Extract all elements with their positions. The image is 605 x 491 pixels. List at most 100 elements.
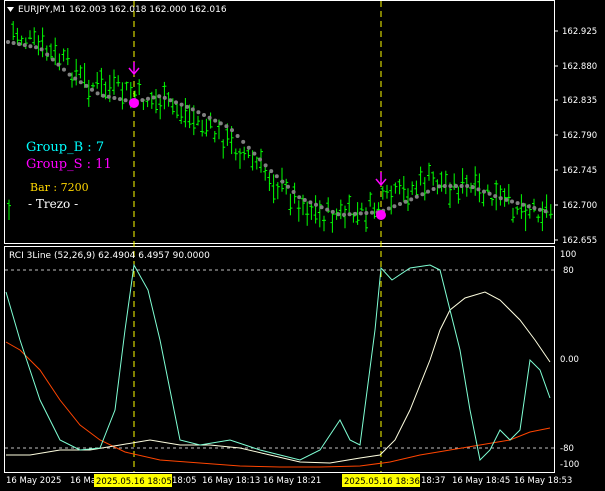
ma-dot bbox=[73, 76, 78, 81]
rci-fast-line bbox=[5, 263, 551, 462]
level-label-100: 100 bbox=[560, 250, 576, 260]
price-label: 162.745 bbox=[562, 166, 597, 176]
ma-dot bbox=[39, 47, 44, 52]
down-arrow-signal-icon bbox=[128, 62, 140, 76]
ma-dot bbox=[325, 207, 330, 212]
ma-dot bbox=[95, 91, 100, 96]
ma-dot bbox=[532, 206, 537, 210]
ma-dot bbox=[17, 42, 22, 47]
sell-signal-dot bbox=[376, 210, 386, 220]
group-s-label: Group_S : 11 bbox=[26, 157, 112, 172]
ma-dot bbox=[168, 98, 173, 103]
ma-dot bbox=[364, 211, 369, 215]
moving-average-dots bbox=[6, 40, 548, 217]
ma-dot bbox=[90, 87, 94, 92]
price-label: 162.835 bbox=[562, 96, 597, 106]
ma-dot bbox=[224, 124, 229, 129]
ma-dot bbox=[493, 194, 498, 199]
ma-dot bbox=[207, 115, 212, 120]
time-highlight-label-1: 2025.05.16 18:05 bbox=[96, 477, 172, 487]
ma-dot bbox=[308, 200, 313, 205]
time-highlight-box-1 bbox=[94, 474, 172, 487]
ma-dot bbox=[45, 52, 50, 57]
ma-dot bbox=[62, 67, 66, 72]
ma-dot bbox=[347, 212, 352, 217]
ma-dot bbox=[431, 187, 436, 191]
price-label: 162.880 bbox=[562, 62, 597, 72]
ma-dot bbox=[409, 197, 414, 202]
ma-dot bbox=[11, 41, 16, 45]
ma-dot bbox=[465, 184, 470, 188]
ma-dot bbox=[543, 209, 548, 214]
ma-dot bbox=[274, 174, 279, 179]
ma-dot bbox=[297, 195, 302, 200]
main-panel-frame bbox=[4, 0, 555, 244]
ma-dot bbox=[146, 96, 150, 101]
ma-dot bbox=[403, 199, 408, 204]
level-label-80: 80 bbox=[563, 266, 574, 276]
sell-signal-dot bbox=[129, 98, 139, 108]
time-label: 18:05 bbox=[172, 476, 197, 486]
ma-dot bbox=[515, 201, 520, 206]
ma-dot bbox=[269, 169, 274, 174]
time-label: 16 Ma bbox=[70, 476, 96, 486]
dropdown-triangle-icon[interactable] bbox=[7, 7, 14, 12]
time-label: 16 May 18:21 bbox=[263, 476, 321, 486]
ma-dot bbox=[123, 98, 128, 103]
ma-dot bbox=[498, 196, 503, 201]
ma-dot bbox=[246, 145, 251, 150]
ma-dot bbox=[190, 107, 195, 112]
ma-dot bbox=[230, 128, 234, 133]
ma-dot bbox=[319, 205, 324, 210]
ma-dot bbox=[526, 204, 531, 209]
indicator-panel-frame bbox=[4, 246, 555, 473]
ma-dot bbox=[174, 100, 178, 105]
indicator-header: RCI 3Line (52,26,9) 62.4904 6.4957 90.00… bbox=[9, 251, 210, 261]
ma-dot bbox=[420, 192, 425, 197]
bar-count-label: Bar : 7200 bbox=[30, 181, 89, 194]
price-label: 162.655 bbox=[562, 236, 597, 246]
price-label: 162.700 bbox=[562, 201, 597, 211]
level-label-0: 0.00 bbox=[560, 355, 579, 365]
ma-dot bbox=[342, 212, 346, 217]
ma-dot bbox=[157, 94, 162, 99]
ma-dot bbox=[414, 194, 419, 199]
ma-dot bbox=[504, 197, 509, 202]
ma-dot bbox=[291, 190, 296, 194]
ma-dot bbox=[22, 43, 27, 48]
ma-dot bbox=[6, 40, 10, 44]
ma-dot bbox=[521, 202, 526, 207]
ma-dot bbox=[213, 118, 218, 123]
ma-dot bbox=[470, 185, 475, 190]
level-label-minus-100: -100 bbox=[560, 460, 579, 470]
ma-dot bbox=[185, 104, 190, 109]
group-b-label: Group_B : 7 bbox=[26, 140, 104, 155]
ma-dot bbox=[140, 98, 145, 103]
ma-dot bbox=[398, 202, 402, 206]
ma-dot bbox=[330, 209, 335, 214]
ma-dot bbox=[235, 134, 240, 138]
ma-dot bbox=[487, 191, 492, 196]
ma-dot bbox=[442, 184, 447, 188]
ma-dot bbox=[353, 211, 358, 216]
rci-slow-line bbox=[5, 341, 551, 468]
ma-dot bbox=[28, 44, 33, 49]
ma-dot bbox=[358, 211, 363, 216]
ma-dot bbox=[454, 184, 458, 188]
price-label: 162.790 bbox=[562, 131, 597, 141]
ma-dot bbox=[392, 204, 397, 209]
price-axis: 162.925 162.880 162.835 162.790 162.745 162.7… bbox=[554, 27, 597, 246]
ma-dot bbox=[118, 97, 122, 102]
ma-dot bbox=[280, 179, 285, 184]
ma-dot bbox=[448, 184, 453, 188]
ma-dot bbox=[196, 110, 201, 115]
price-bars bbox=[7, 21, 553, 233]
time-highlight-box-2 bbox=[342, 474, 420, 487]
ma-dot bbox=[459, 184, 464, 188]
time-label: 18:37 bbox=[421, 476, 446, 486]
ma-dot bbox=[84, 83, 89, 88]
symbol-header: EURJPY,M1 162.003 162.018 162.000 162.01… bbox=[18, 5, 227, 15]
ma-dot bbox=[78, 80, 83, 85]
time-label: 16 May 18:45 bbox=[452, 476, 510, 486]
